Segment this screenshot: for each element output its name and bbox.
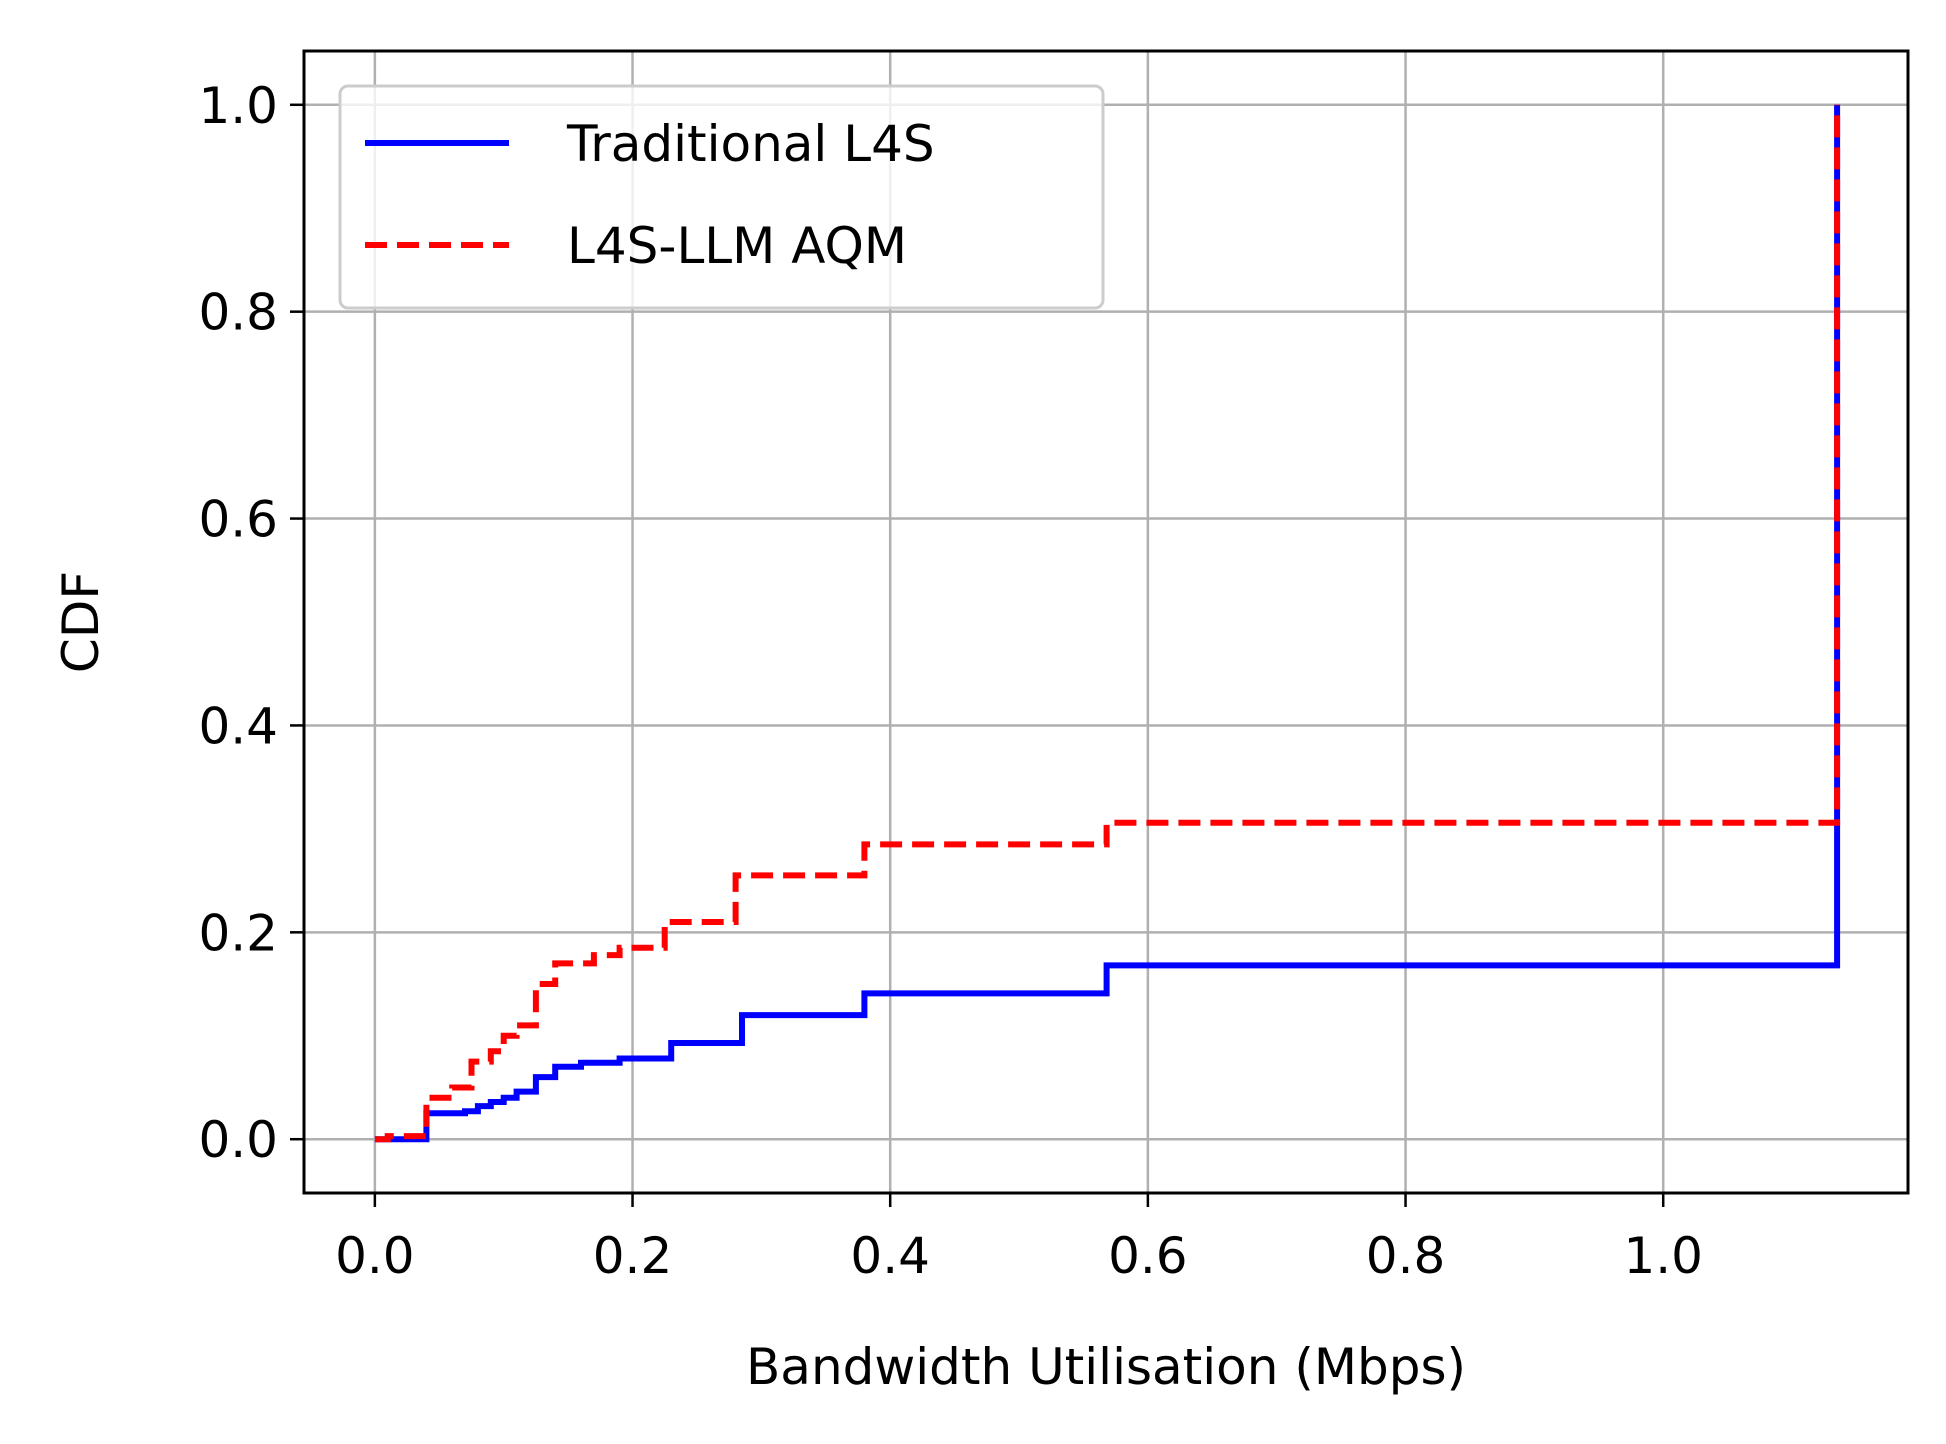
legend-label-l4s-llm-aqm: L4S-LLM AQM (567, 217, 907, 275)
y-tick-label: 0.6 (198, 491, 278, 549)
x-tick-label: 0.4 (850, 1227, 930, 1285)
series-line-l4s-llm-aqm (374, 104, 1841, 1143)
y-tick-label: 0.2 (198, 904, 278, 962)
legend-label-traditional-l4s: Traditional L4S (566, 115, 935, 173)
y-tick-label: 0.4 (198, 697, 278, 755)
x-tick-label: 0.2 (593, 1227, 673, 1285)
series-line-traditional-l4s (374, 104, 1841, 1143)
x-tick-label: 0.8 (1366, 1227, 1446, 1285)
x-tick-label: 0.0 (335, 1227, 415, 1285)
y-axis-label: CDF (52, 571, 110, 673)
y-tick-label: 1.0 (198, 77, 278, 135)
x-tick-label: 0.6 (1108, 1227, 1188, 1285)
legend: Traditional L4S L4S-LLM AQM (338, 84, 1105, 310)
x-tick-label: 1.0 (1623, 1227, 1703, 1285)
y-tick-label: 0.8 (198, 284, 278, 342)
x-axis-label: Bandwidth Utilisation (Mbps) (746, 1338, 1466, 1396)
plot-frame (302, 49, 1910, 1195)
legend-box (338, 84, 1105, 310)
y-tick-label: 0.0 (198, 1111, 278, 1169)
axis-ticks: 0.0 0.2 0.4 0.6 0.8 1.0 0.0 0.2 0.4 0.6 0.8 1.0 (198, 77, 1703, 1285)
data-series (374, 104, 1841, 1143)
